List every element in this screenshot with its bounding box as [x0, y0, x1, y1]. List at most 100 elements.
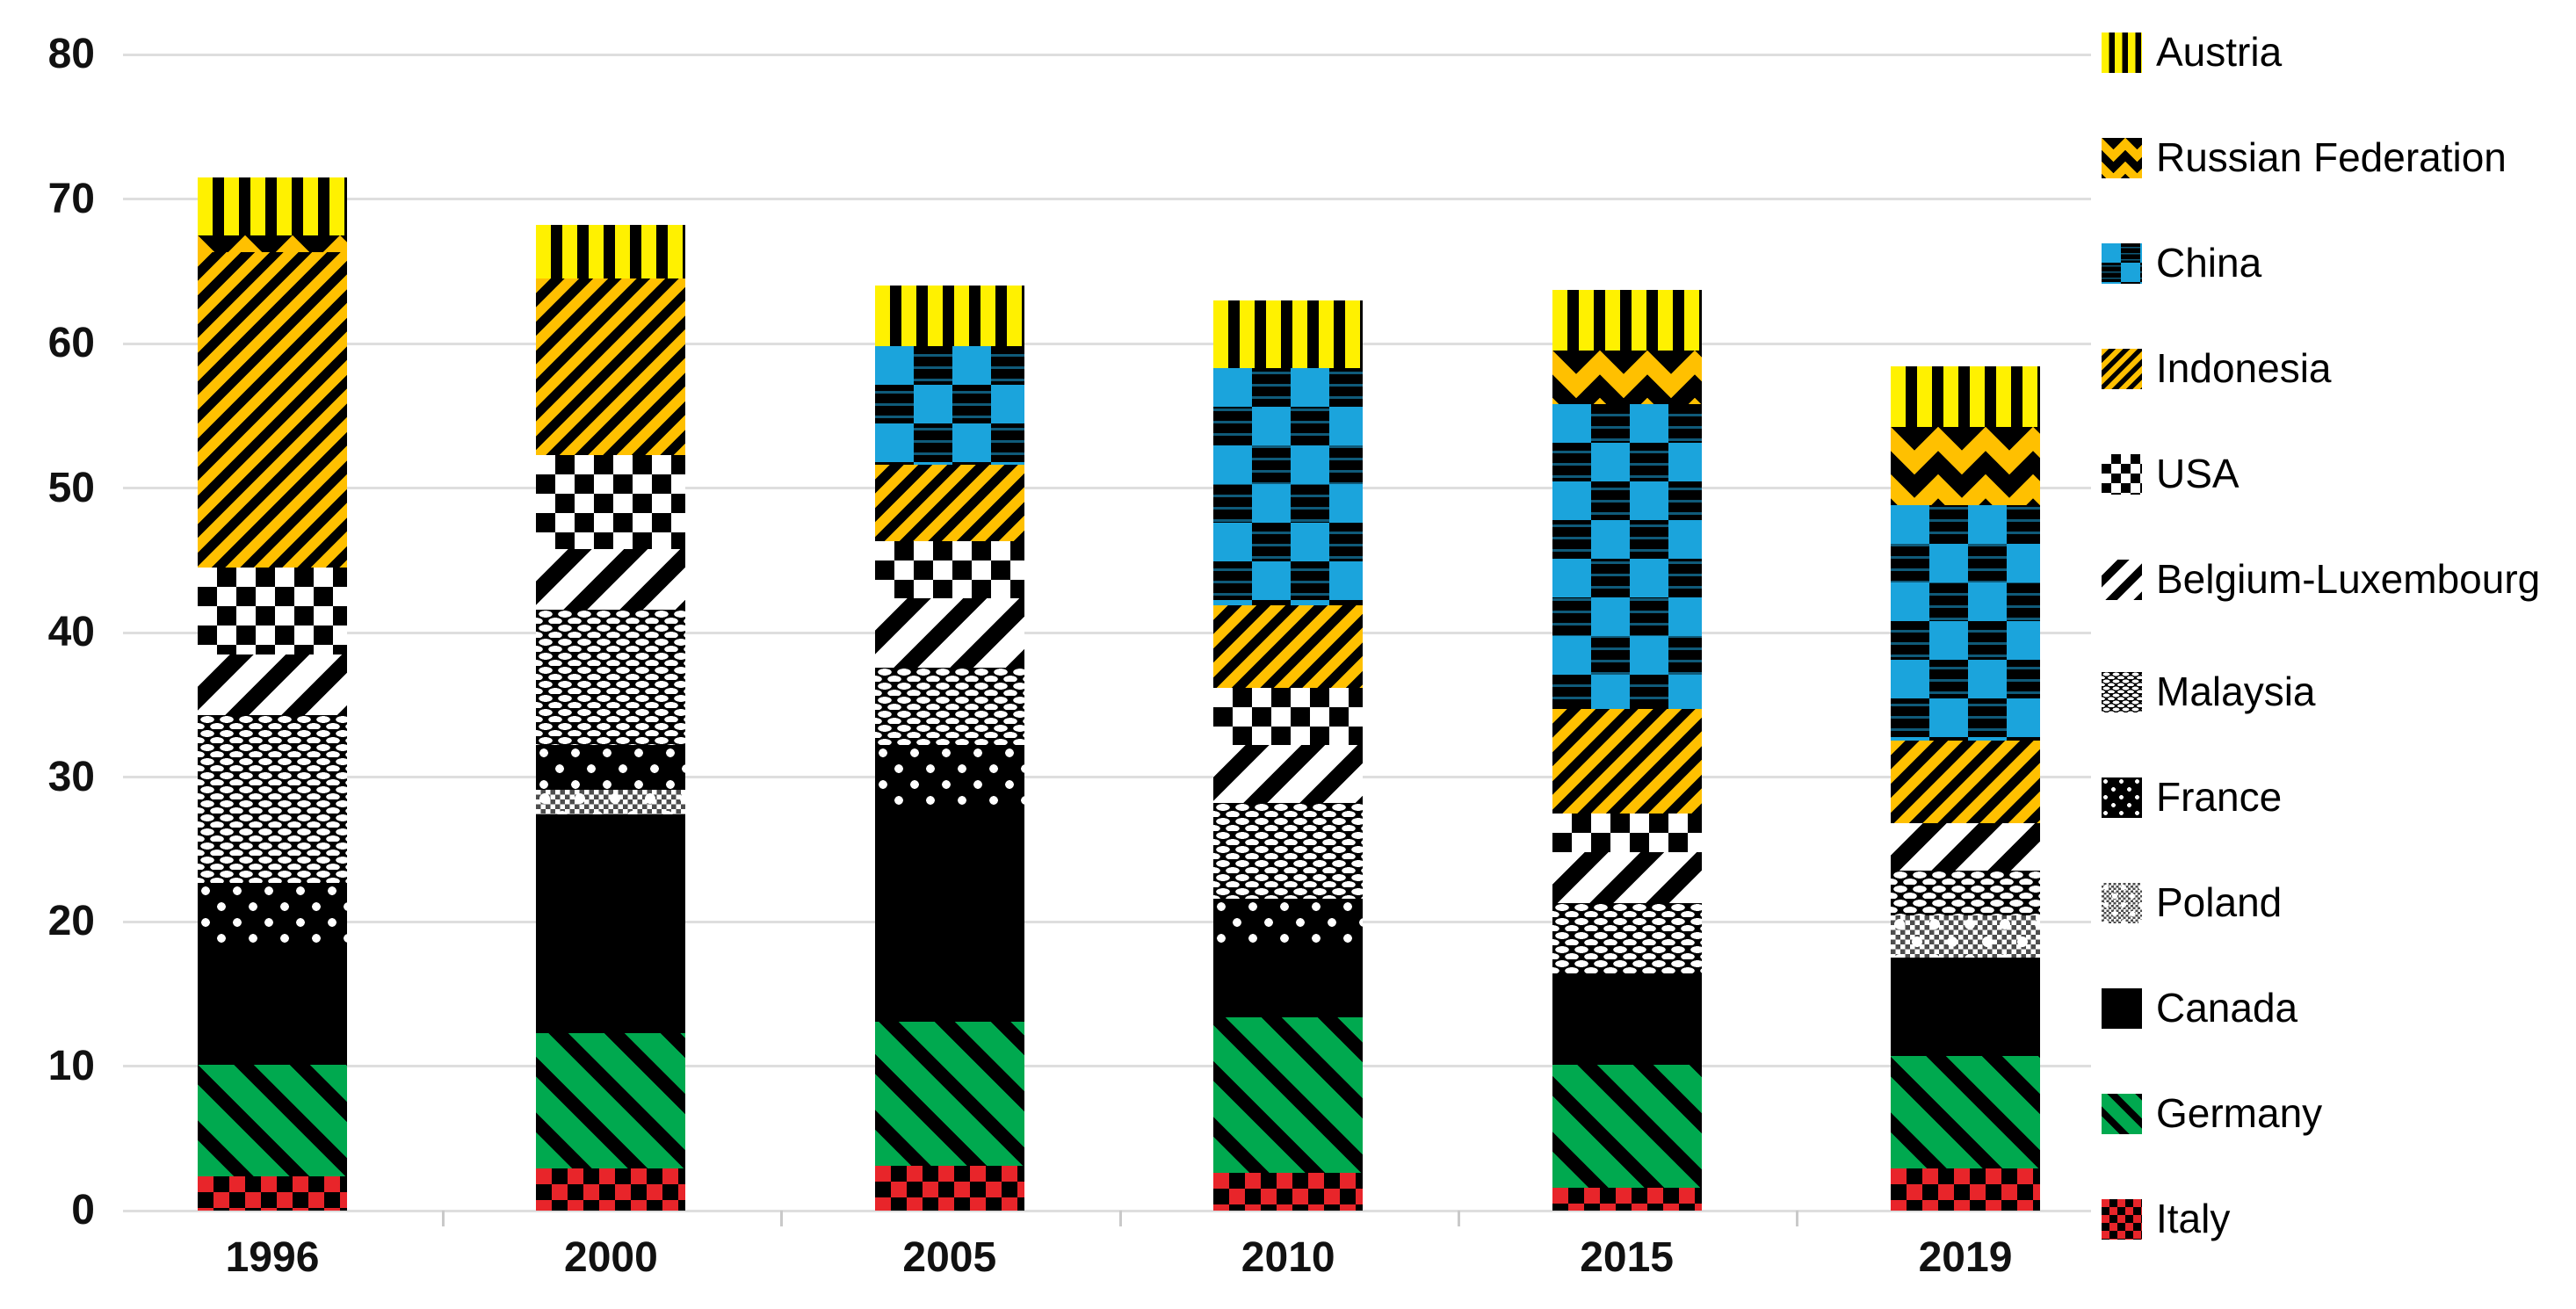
segment-austria-2010 [1213, 300, 1364, 369]
legend-item-china: China [2102, 237, 2562, 288]
segment-france-2010 [1213, 898, 1364, 948]
legend-swatch-belgium-luxembourg-icon [2102, 560, 2142, 600]
gridline-70 [123, 198, 2091, 200]
segment-germany-2005 [874, 1021, 1024, 1167]
legend-label-poland: Poland [2156, 879, 2283, 925]
legend-label-austria: Austria [2156, 29, 2283, 75]
segment-malaysia-2000 [536, 609, 686, 746]
legend-label-belgium-luxembourg: Belgium-Luxembourg [2156, 556, 2541, 602]
segment-poland-2019 [1891, 915, 2040, 958]
legend-item-belgium-luxembourg: Belgium-Luxembourg [2102, 553, 2562, 604]
y-axis-label-0: 0 [71, 1187, 95, 1233]
x-axis-label-2019: 2019 [1918, 1234, 2013, 1281]
gridline-50 [123, 487, 2091, 489]
segment-indonesia-2015 [1552, 709, 1702, 814]
x-axis-label-2000: 2000 [564, 1234, 658, 1281]
legend-swatch-poland-icon [2102, 883, 2142, 923]
legend-label-china: China [2156, 240, 2262, 286]
gridline-10 [123, 1065, 2091, 1067]
bar-2015 [1552, 290, 1702, 1211]
segment-france-1996 [198, 882, 347, 948]
segment-germany-2010 [1213, 1016, 1364, 1174]
segment-china-2005 [874, 346, 1024, 466]
segment-malaysia-2005 [874, 667, 1024, 746]
segment-italy-2005 [874, 1166, 1024, 1211]
segment-canada-1996 [198, 947, 347, 1065]
segment-russian-federation-2019 [1891, 427, 2040, 506]
legend-item-germany: Germany [2102, 1088, 2562, 1139]
segment-china-2019 [1891, 505, 2040, 741]
x-axis-tick [780, 1211, 784, 1226]
x-axis-tick [441, 1211, 445, 1226]
segment-belgium-luxembourg-2000 [536, 548, 686, 610]
segment-poland-2000 [536, 790, 686, 815]
segment-canada-2000 [536, 814, 686, 1033]
x-axis-tick [1796, 1211, 1799, 1226]
segment-germany-2019 [1891, 1056, 2040, 1169]
segment-italy-2000 [536, 1168, 686, 1211]
segment-usa-1996 [198, 568, 347, 654]
legend-swatch-italy-icon [2102, 1199, 2142, 1240]
legend-label-usa: USA [2156, 451, 2240, 496]
gridline-0 [123, 1209, 2091, 1212]
legend-item-indonesia: Indonesia [2102, 343, 2562, 394]
segment-usa-2005 [874, 541, 1024, 598]
y-axis-label-30: 30 [47, 753, 95, 800]
gridline-40 [123, 631, 2091, 634]
legend-label-france: France [2156, 774, 2283, 820]
bar-2010 [1213, 300, 1364, 1211]
x-axis-label-2015: 2015 [1580, 1234, 1674, 1281]
legend-label-germany: Germany [2156, 1090, 2323, 1136]
legend-label-indonesia: Indonesia [2156, 345, 2332, 391]
y-axis-label-10: 10 [47, 1042, 95, 1089]
x-axis-tick [1457, 1211, 1460, 1226]
segment-france-2000 [536, 745, 686, 791]
legend-swatch-france-icon [2102, 777, 2142, 818]
segment-canada-2015 [1552, 973, 1702, 1065]
segment-malaysia-2019 [1891, 871, 2040, 916]
x-axis-label-2005: 2005 [902, 1234, 997, 1281]
x-axis-label-1996: 1996 [225, 1234, 320, 1281]
legend-swatch-usa-icon [2102, 454, 2142, 495]
segment-malaysia-2015 [1552, 902, 1702, 974]
segment-canada-2019 [1891, 958, 2040, 1056]
segment-belgium-luxembourg-1996 [198, 654, 347, 715]
x-axis-tick [1118, 1211, 1122, 1226]
legend-swatch-china-icon [2102, 243, 2142, 284]
segment-russian-federation-1996 [198, 235, 347, 253]
segment-china-2015 [1552, 404, 1702, 710]
segment-belgium-luxembourg-2019 [1891, 823, 2040, 871]
segment-indonesia-2019 [1891, 741, 2040, 824]
legend-item-usa: USA [2102, 448, 2562, 499]
plot-area [123, 53, 2138, 1226]
segment-belgium-luxembourg-2005 [874, 597, 1024, 668]
y-axis-label-50: 50 [47, 464, 95, 511]
legend-swatch-russian-federation-icon [2102, 138, 2142, 178]
legend-item-russian-federation: Russian Federation [2102, 132, 2562, 183]
y-axis-label-60: 60 [47, 320, 95, 366]
segment-malaysia-1996 [198, 714, 347, 883]
segment-indonesia-1996 [198, 252, 347, 568]
segment-indonesia-2010 [1213, 604, 1364, 688]
segment-china-2010 [1213, 368, 1364, 605]
segment-canada-2005 [874, 808, 1024, 1022]
y-axis-label-40: 40 [47, 609, 95, 655]
segment-italy-2010 [1213, 1173, 1364, 1211]
legend-swatch-canada-icon [2102, 988, 2142, 1029]
segment-italy-1996 [198, 1175, 347, 1211]
legend-label-italy: Italy [2156, 1196, 2231, 1241]
segment-austria-2019 [1891, 366, 2040, 428]
legend-item-italy: Italy [2102, 1193, 2562, 1244]
legend-swatch-germany-icon [2102, 1094, 2142, 1134]
segment-usa-2010 [1213, 687, 1364, 746]
segment-austria-2000 [536, 225, 686, 279]
legend-item-canada: Canada [2102, 982, 2562, 1033]
bar-1996 [198, 177, 347, 1211]
segment-austria-1996 [198, 177, 347, 235]
gridline-80 [123, 53, 2091, 56]
segment-usa-2000 [536, 454, 686, 549]
segment-germany-1996 [198, 1064, 347, 1176]
segment-canada-2010 [1213, 947, 1364, 1017]
x-axis-label-2010: 2010 [1241, 1234, 1335, 1281]
legend-swatch-malaysia-icon [2102, 672, 2142, 712]
